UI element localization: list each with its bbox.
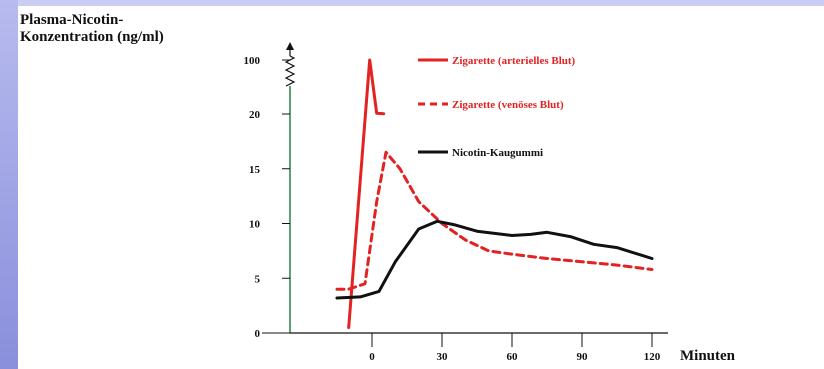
y-axis-break xyxy=(284,55,296,87)
y-tick-label: 0 xyxy=(255,328,261,340)
x-tick-label: 60 xyxy=(507,351,519,363)
x-tick-label: 90 xyxy=(577,351,589,363)
y-tick-label: 10 xyxy=(249,219,261,231)
legend-label-3: Nicotin-Kaugummi xyxy=(452,147,543,159)
legend: Zigarette (arterielles Blut) Zigarette (v… xyxy=(418,55,576,159)
y-axis-arrow xyxy=(286,42,294,50)
series-line-1 xyxy=(347,58,386,329)
x-axis-unit-label: Minuten xyxy=(680,348,736,364)
x-tick-label: 120 xyxy=(644,351,661,363)
y-tick-label: 100 xyxy=(244,55,261,67)
y-axis-title-line-2: Konzentration (ng/ml) xyxy=(20,29,164,45)
x-ticks: 0 30 60 90 120 xyxy=(369,333,661,363)
series-lines xyxy=(335,58,654,329)
axes xyxy=(262,42,668,334)
legend-label-2: Zigarette (venöses Blut) xyxy=(452,99,564,111)
y-tick-label: 5 xyxy=(255,273,261,285)
y-tick-label: 20 xyxy=(249,109,261,121)
y-tick-label: 15 xyxy=(249,164,261,176)
y-ticks: 0 5 10 15 20 100 xyxy=(244,55,290,340)
background-left-band xyxy=(0,0,18,369)
background-top-band xyxy=(0,0,824,6)
chart-panel xyxy=(18,6,824,369)
legend-label-1: Zigarette (arterielles Blut) xyxy=(452,55,576,67)
x-tick-label: 30 xyxy=(437,351,449,363)
series-line-3 xyxy=(335,219,654,300)
y-axis-title-line-1: Plasma-Nicotin- xyxy=(20,12,124,28)
series-line-2 xyxy=(335,150,654,291)
x-tick-label: 0 xyxy=(369,351,375,363)
